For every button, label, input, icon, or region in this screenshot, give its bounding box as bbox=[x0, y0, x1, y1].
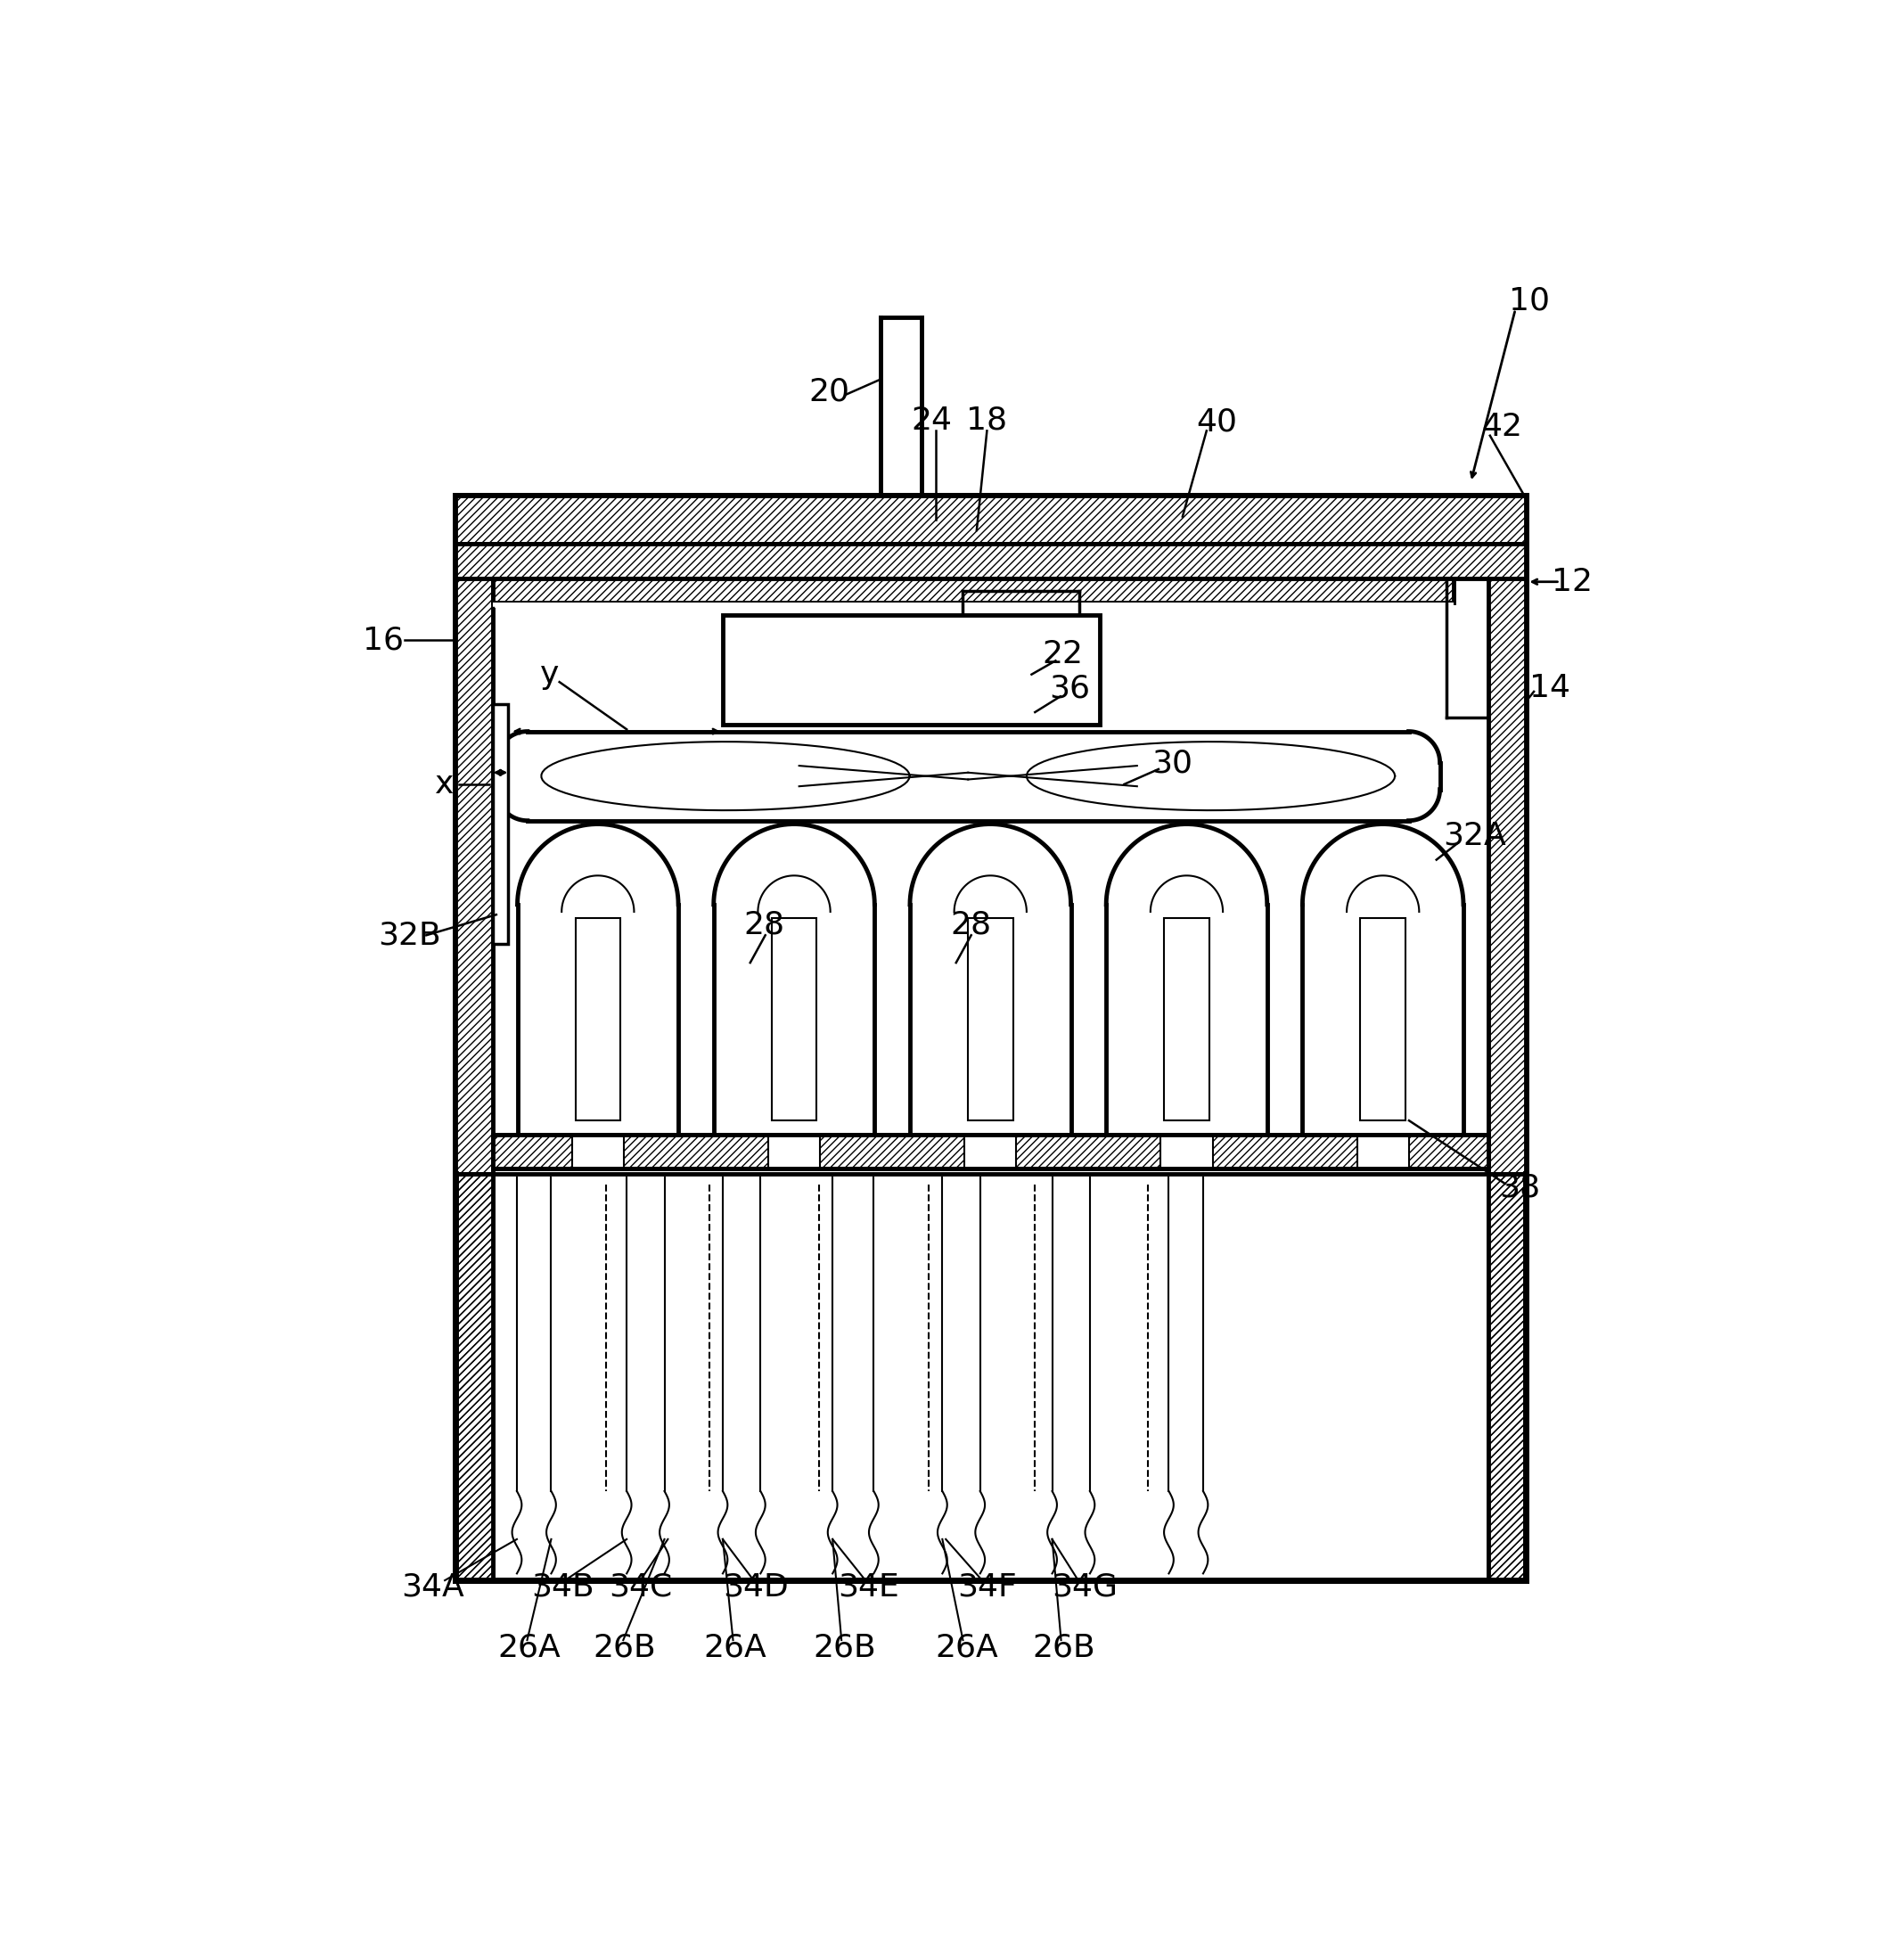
Text: 34A: 34A bbox=[401, 1572, 464, 1603]
Text: 34B: 34B bbox=[532, 1572, 595, 1603]
Text: 28: 28 bbox=[950, 909, 992, 941]
Text: 22: 22 bbox=[1042, 639, 1084, 668]
Text: 40: 40 bbox=[1196, 408, 1238, 437]
Text: 36: 36 bbox=[1049, 672, 1089, 704]
Bar bbox=[1488, 496, 1527, 1580]
Text: 26A: 26A bbox=[703, 1633, 766, 1662]
Text: 34E: 34E bbox=[838, 1572, 899, 1603]
Bar bbox=[1162, 1135, 1213, 1168]
Text: 26A: 26A bbox=[935, 1633, 998, 1662]
Text: 26A: 26A bbox=[498, 1633, 561, 1662]
Bar bbox=[454, 545, 1527, 578]
Text: 30: 30 bbox=[1152, 749, 1192, 778]
Text: 26B: 26B bbox=[593, 1633, 656, 1662]
Text: 32B: 32B bbox=[378, 919, 441, 951]
Text: y: y bbox=[540, 659, 559, 690]
Bar bbox=[454, 1174, 492, 1580]
Bar bbox=[1488, 496, 1527, 1580]
Text: 20: 20 bbox=[808, 376, 850, 408]
Text: 24: 24 bbox=[912, 406, 952, 435]
Text: 18: 18 bbox=[966, 406, 1008, 435]
Bar bbox=[1488, 1174, 1527, 1580]
Text: 10: 10 bbox=[1509, 286, 1549, 316]
Bar bbox=[454, 545, 1527, 578]
Text: x: x bbox=[435, 768, 454, 800]
Text: 14: 14 bbox=[1528, 672, 1570, 704]
Bar bbox=[454, 496, 492, 1580]
Bar bbox=[1163, 917, 1209, 1121]
Text: 34G: 34G bbox=[1051, 1572, 1118, 1603]
Bar bbox=[572, 1135, 624, 1168]
Text: 28: 28 bbox=[743, 909, 785, 941]
Text: 34F: 34F bbox=[958, 1572, 1017, 1603]
Bar bbox=[492, 1135, 1488, 1168]
Bar bbox=[768, 1135, 819, 1168]
Bar bbox=[1488, 1174, 1527, 1580]
Bar bbox=[968, 917, 1013, 1121]
Bar bbox=[1361, 917, 1405, 1121]
Text: 16: 16 bbox=[363, 625, 403, 655]
Bar bbox=[1357, 1135, 1409, 1168]
Bar bbox=[454, 496, 1527, 545]
Bar bbox=[454, 496, 492, 1580]
Text: 34C: 34C bbox=[608, 1572, 673, 1603]
Bar bbox=[492, 602, 1454, 608]
Text: 34D: 34D bbox=[722, 1572, 789, 1603]
Bar bbox=[964, 1135, 1017, 1168]
Text: 42: 42 bbox=[1481, 412, 1523, 443]
Text: 38: 38 bbox=[1500, 1172, 1540, 1203]
Bar bbox=[772, 917, 817, 1121]
Bar bbox=[492, 704, 508, 945]
Text: 26B: 26B bbox=[1032, 1633, 1095, 1662]
Bar bbox=[454, 1174, 492, 1580]
Bar bbox=[492, 1135, 1488, 1168]
Text: 26B: 26B bbox=[814, 1633, 876, 1662]
Bar bbox=[492, 578, 1454, 602]
Bar bbox=[454, 496, 1527, 1580]
Bar bbox=[576, 917, 620, 1121]
Bar bbox=[492, 578, 1454, 602]
Bar bbox=[722, 615, 1101, 725]
Text: 32A: 32A bbox=[1443, 821, 1506, 851]
Bar bbox=[454, 496, 1527, 545]
Text: 12: 12 bbox=[1551, 566, 1593, 598]
